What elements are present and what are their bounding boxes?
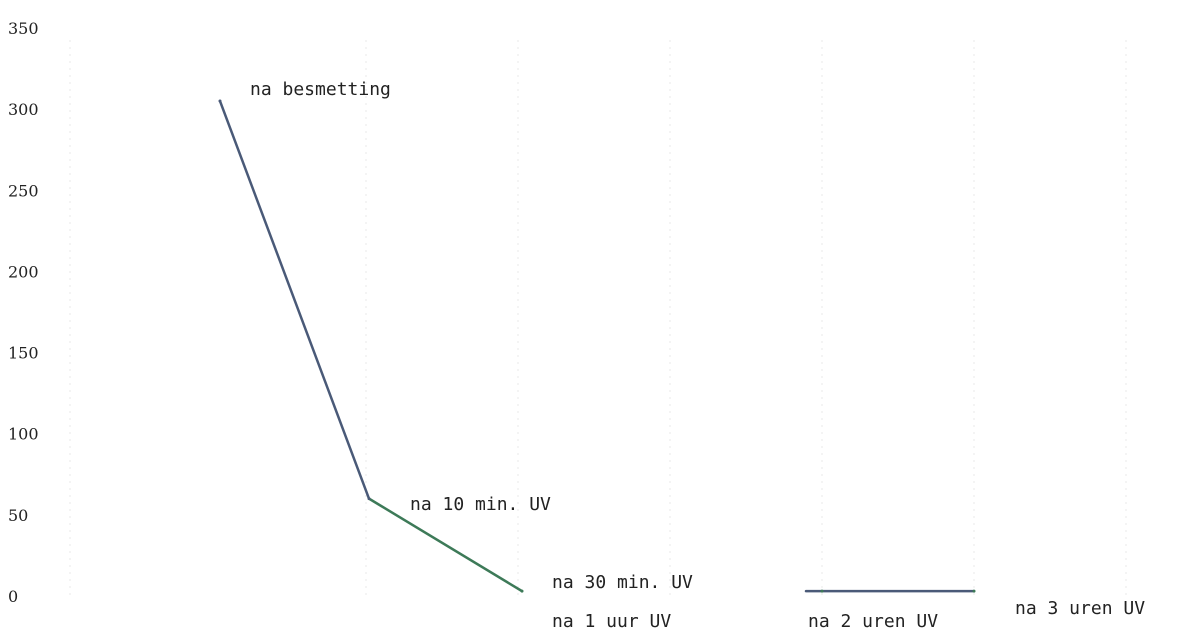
y-tick-label: 300 xyxy=(8,100,39,119)
data-point xyxy=(367,497,371,501)
point-label: na 2 uren UV xyxy=(808,611,938,630)
series-lines xyxy=(218,99,976,593)
y-tick-label: 200 xyxy=(8,262,39,281)
point-label: na besmetting xyxy=(250,79,391,100)
point-label: na 30 min. UV xyxy=(552,572,693,593)
y-tick-label: 350 xyxy=(8,19,39,38)
point-label: na 3 uren UV xyxy=(1015,598,1145,619)
data-point xyxy=(218,99,222,103)
y-tick-label: 250 xyxy=(8,181,39,200)
y-axis-ticks: 0 50 100 150 200 250 300 350 xyxy=(8,19,39,606)
series-line-segment xyxy=(218,99,371,500)
point-labels: na besmetting na 10 min. UV na 30 min. UV n… xyxy=(250,79,1145,630)
series-line-segment xyxy=(367,497,524,593)
data-point xyxy=(520,589,524,593)
point-label: na 10 min. UV xyxy=(410,494,551,515)
point-label: na 1 uur UV xyxy=(552,611,671,630)
y-tick-label: 0 xyxy=(8,587,18,606)
y-tick-label: 150 xyxy=(8,344,39,363)
grid xyxy=(69,40,1127,600)
y-tick-label: 50 xyxy=(8,506,28,525)
data-point xyxy=(820,589,824,593)
data-point xyxy=(972,589,976,593)
y-tick-label: 100 xyxy=(8,425,39,444)
